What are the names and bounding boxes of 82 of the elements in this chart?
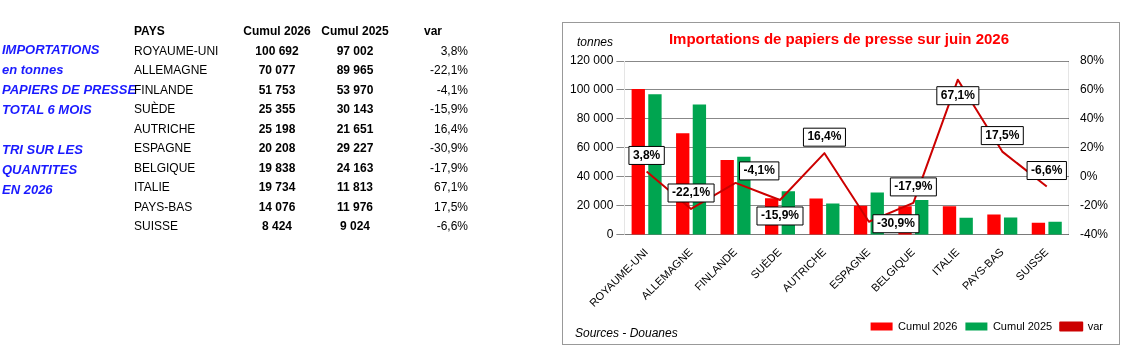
data-label: -22,1% [672,185,711,200]
text: 70 077 [257,62,297,79]
text: 3,8% [439,42,469,60]
bar [987,214,1001,235]
data-label: -6,6% [1031,162,1063,177]
y-tick-label: 100 000 [569,82,614,97]
text: PAYS-BAS [133,198,194,216]
text: 16,4% [432,120,469,138]
data-label: -30,9% [876,216,916,231]
text: Cumul 2025 [320,23,390,40]
text: ITALIE [133,179,171,196]
data-label: 67,1% [940,88,976,103]
data-label: 16,4% [807,129,842,144]
y-tick-label: 80 000 [576,111,614,126]
text: 67,1% [432,179,469,196]
text: 21 651 [335,120,375,138]
y2-tick-label: 0% [1079,169,1098,184]
chart-title: Importations de papiers de presse sur juin 2026 [668,30,1010,48]
legend-label: Cumul 2025 [992,319,1053,332]
text: -17,9% [428,159,469,177]
data-label: -15,9% [760,208,800,223]
y2-tick-label: -40% [1079,227,1109,242]
y2-tick-label: 40% [1079,111,1105,126]
text: 14 076 [257,198,297,216]
text: 25 355 [257,101,297,118]
bar [959,217,973,235]
text: 89 965 [335,62,375,79]
text: 25 198 [257,120,297,138]
text: var [423,23,443,40]
y2-tick-label: -20% [1079,198,1109,213]
text: SUÈDE [133,100,177,118]
bar [1003,217,1018,235]
y-tick-label: 60 000 [576,140,614,155]
text: -15,9% [428,101,469,118]
text: 30 143 [335,101,375,118]
y2-tick-label: 20% [1079,140,1105,155]
text: 100 692 [254,42,300,60]
legend-label: Cumul 2026 [898,319,958,332]
text: 19 838 [257,159,297,177]
bar [1031,222,1046,235]
text: 11 976 [335,198,374,216]
data-label: 17,5% [985,127,1020,142]
text: -4,1% [435,81,469,99]
text: BELGIQUE [133,159,197,177]
text: SUISSE [133,218,179,235]
text: 51 753 [257,81,297,99]
text: 9 024 [339,218,371,235]
y-tick-label: 40 000 [576,169,614,184]
y2-tick-label: 60% [1079,82,1105,97]
y2-tick-label: 80% [1079,53,1105,68]
text: AUTRICHE [133,120,197,138]
text: -22,1% [428,62,469,79]
text: ESPAGNE [133,140,193,157]
y-axis-title: tonnes [577,35,614,50]
data-label: -17,9% [894,179,933,194]
text: 20 208 [257,140,297,157]
y-tick-label: 0 [606,227,614,242]
text: PAYS [133,23,166,40]
text: 11 813 [335,179,374,196]
text: Cumul 2026 [242,23,312,40]
text: 17,5% [432,198,469,216]
legend-label: var [1087,319,1104,332]
text: 8 424 [261,218,293,235]
text: -6,6% [435,218,469,235]
bar [1048,221,1062,235]
text: 19 734 [257,179,297,196]
data-label: 3,8% [632,147,661,162]
bar [942,206,957,235]
bar [720,159,734,235]
text: 53 970 [335,81,375,99]
text: TRI SUR LES QUANTITES EN 2026 [2,141,83,199]
bar [826,203,840,235]
y-tick-label: 20 000 [576,198,614,213]
text: 24 163 [335,159,375,177]
text: -30,9% [428,140,469,157]
text: 97 002 [335,42,375,60]
text: 29 227 [335,140,375,157]
text: ROYAUME-UNI [133,42,220,60]
data-label: -4,1% [743,163,776,178]
y-tick-label: 120 000 [569,53,614,68]
bar [809,198,823,235]
source-note: Sources - Douanes [575,326,678,340]
